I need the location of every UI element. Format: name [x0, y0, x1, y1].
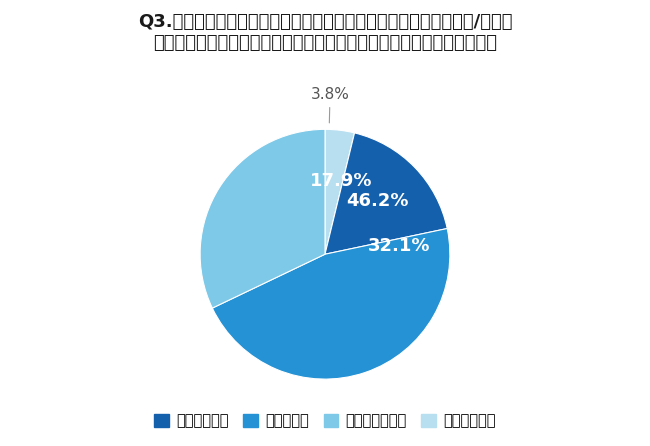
Wedge shape: [325, 129, 354, 254]
Legend: 非常に感じる, 少し感じる, あまり感じない, 全く感じない: 非常に感じる, 少し感じる, あまり感じない, 全く感じない: [149, 408, 501, 434]
Text: Q3.あなたは、自治体内の課題解決や地域住民向けサービスの企画/開発に
際して、少ない選択肢や解決案からの検討になっていると感じますか。: Q3.あなたは、自治体内の課題解決や地域住民向けサービスの企画/開発に 際して、…: [138, 13, 512, 52]
Text: 3.8%: 3.8%: [311, 87, 350, 123]
Wedge shape: [325, 133, 447, 254]
Wedge shape: [200, 129, 325, 308]
Wedge shape: [213, 228, 450, 379]
Text: 17.9%: 17.9%: [310, 172, 373, 190]
Text: 32.1%: 32.1%: [369, 237, 431, 255]
Text: 46.2%: 46.2%: [346, 192, 409, 210]
